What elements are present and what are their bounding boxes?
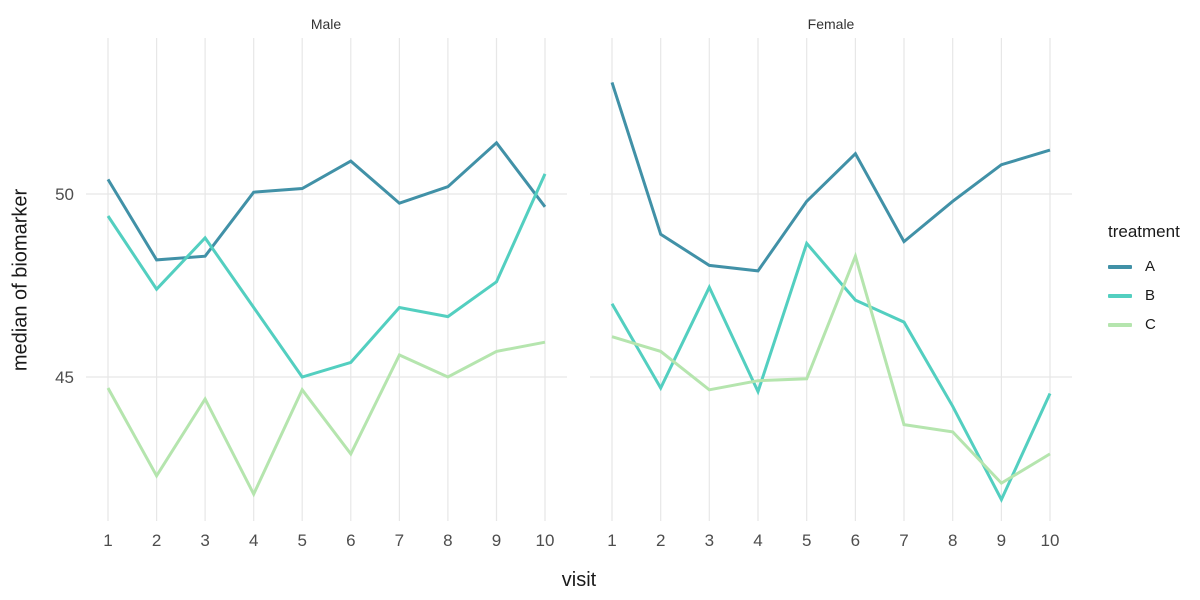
x-tick-label: 1 <box>607 531 616 550</box>
y-tick-label: 50 <box>55 185 74 204</box>
x-tick-label: 3 <box>705 531 714 550</box>
x-tick-label: 4 <box>753 531 762 550</box>
legend: treatment A B C <box>1108 222 1180 339</box>
legend-item-label: A <box>1145 258 1156 275</box>
x-tick-label: 6 <box>851 531 860 550</box>
y-tick-label: 45 <box>55 368 74 387</box>
series-b-line-female <box>610 240 1052 504</box>
x-tick-label: 5 <box>297 531 306 550</box>
series-c-line-female <box>611 251 1051 486</box>
x-tick-label: 2 <box>656 531 665 550</box>
x-tick-label: 6 <box>346 531 355 550</box>
x-tick-label: 5 <box>802 531 811 550</box>
legend-item-b: B <box>1108 281 1180 310</box>
legend-item-c: C <box>1108 310 1180 339</box>
x-tick-label: 10 <box>536 531 555 550</box>
x-tick-label: 3 <box>200 531 209 550</box>
x-tick-label: 8 <box>948 531 957 550</box>
y-axis-title: median of biomarker <box>9 188 32 372</box>
series-b-line-male <box>106 173 547 379</box>
x-tick-label: 7 <box>899 531 908 550</box>
x-tick-label: 8 <box>443 531 452 550</box>
x-axis-title: visit <box>561 569 597 591</box>
legend-item-label: C <box>1145 316 1156 333</box>
legend-item-a: A <box>1108 252 1180 281</box>
series-a-line-male <box>106 140 547 262</box>
panel-male: 1 2 3 4 5 6 7 8 9 10 <box>86 38 567 550</box>
x-tick-label: 9 <box>492 531 501 550</box>
series-a-line-female <box>610 81 1051 273</box>
series-c-line-male <box>106 340 546 498</box>
x-tick-label: 1 <box>103 531 112 550</box>
panel-female: 1 2 3 4 5 6 7 8 9 10 <box>590 38 1072 550</box>
x-tick-label: 4 <box>249 531 258 550</box>
legend-title: treatment <box>1108 222 1180 241</box>
legend-key-line-b <box>1108 293 1132 298</box>
x-tick-label: 9 <box>997 531 1006 550</box>
facet-label-female: Female <box>807 16 855 32</box>
x-tick-label: 7 <box>395 531 404 550</box>
legend-key-line-c <box>1108 322 1132 327</box>
legend-item-label: B <box>1145 287 1156 304</box>
x-tick-label: 10 <box>1041 531 1060 550</box>
x-tick-label: 2 <box>152 531 161 550</box>
facet-label-male: Male <box>310 16 342 32</box>
legend-key-line-a <box>1108 264 1132 269</box>
